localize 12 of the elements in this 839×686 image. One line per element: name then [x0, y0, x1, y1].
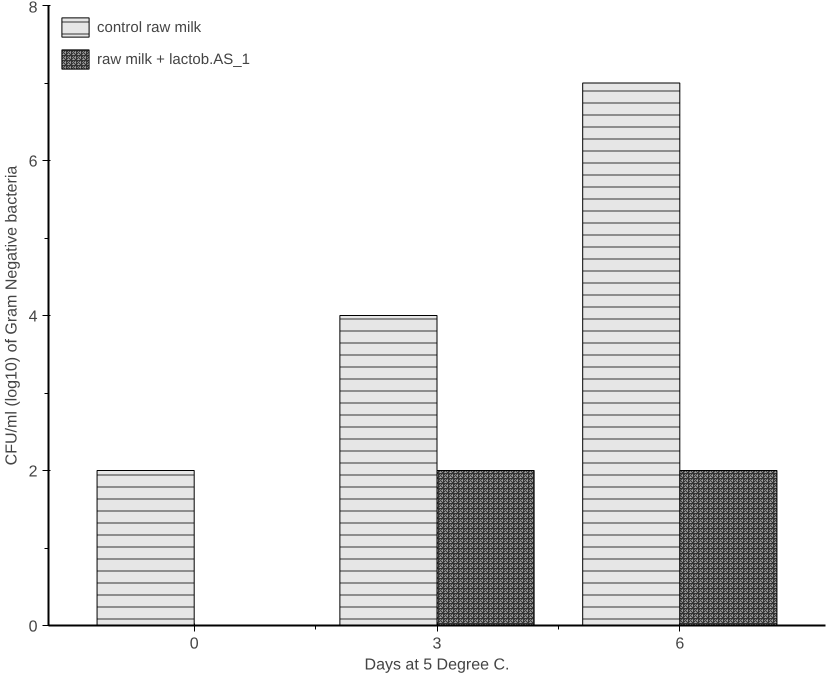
y-tick-label: 4 — [28, 308, 38, 326]
x-tick-label: 6 — [675, 636, 684, 652]
legend-label: control raw milk — [97, 18, 202, 36]
x-tick-label: 3 — [432, 636, 442, 652]
y-tick-label: 2 — [28, 464, 38, 480]
y-axis-title: CFU/ml (log10) of Gram Negative bacteria — [4, 166, 21, 466]
y-tick-label: 6 — [28, 154, 38, 170]
y-tick-label: 8 — [28, 0, 38, 16]
x-tick-label: 0 — [190, 636, 199, 652]
legend-label: raw milk + lactob.AS_1 — [97, 50, 250, 68]
y-tick-label: 0 — [28, 618, 38, 636]
x-axis-title: Days at 5 Degree C. — [364, 656, 510, 674]
